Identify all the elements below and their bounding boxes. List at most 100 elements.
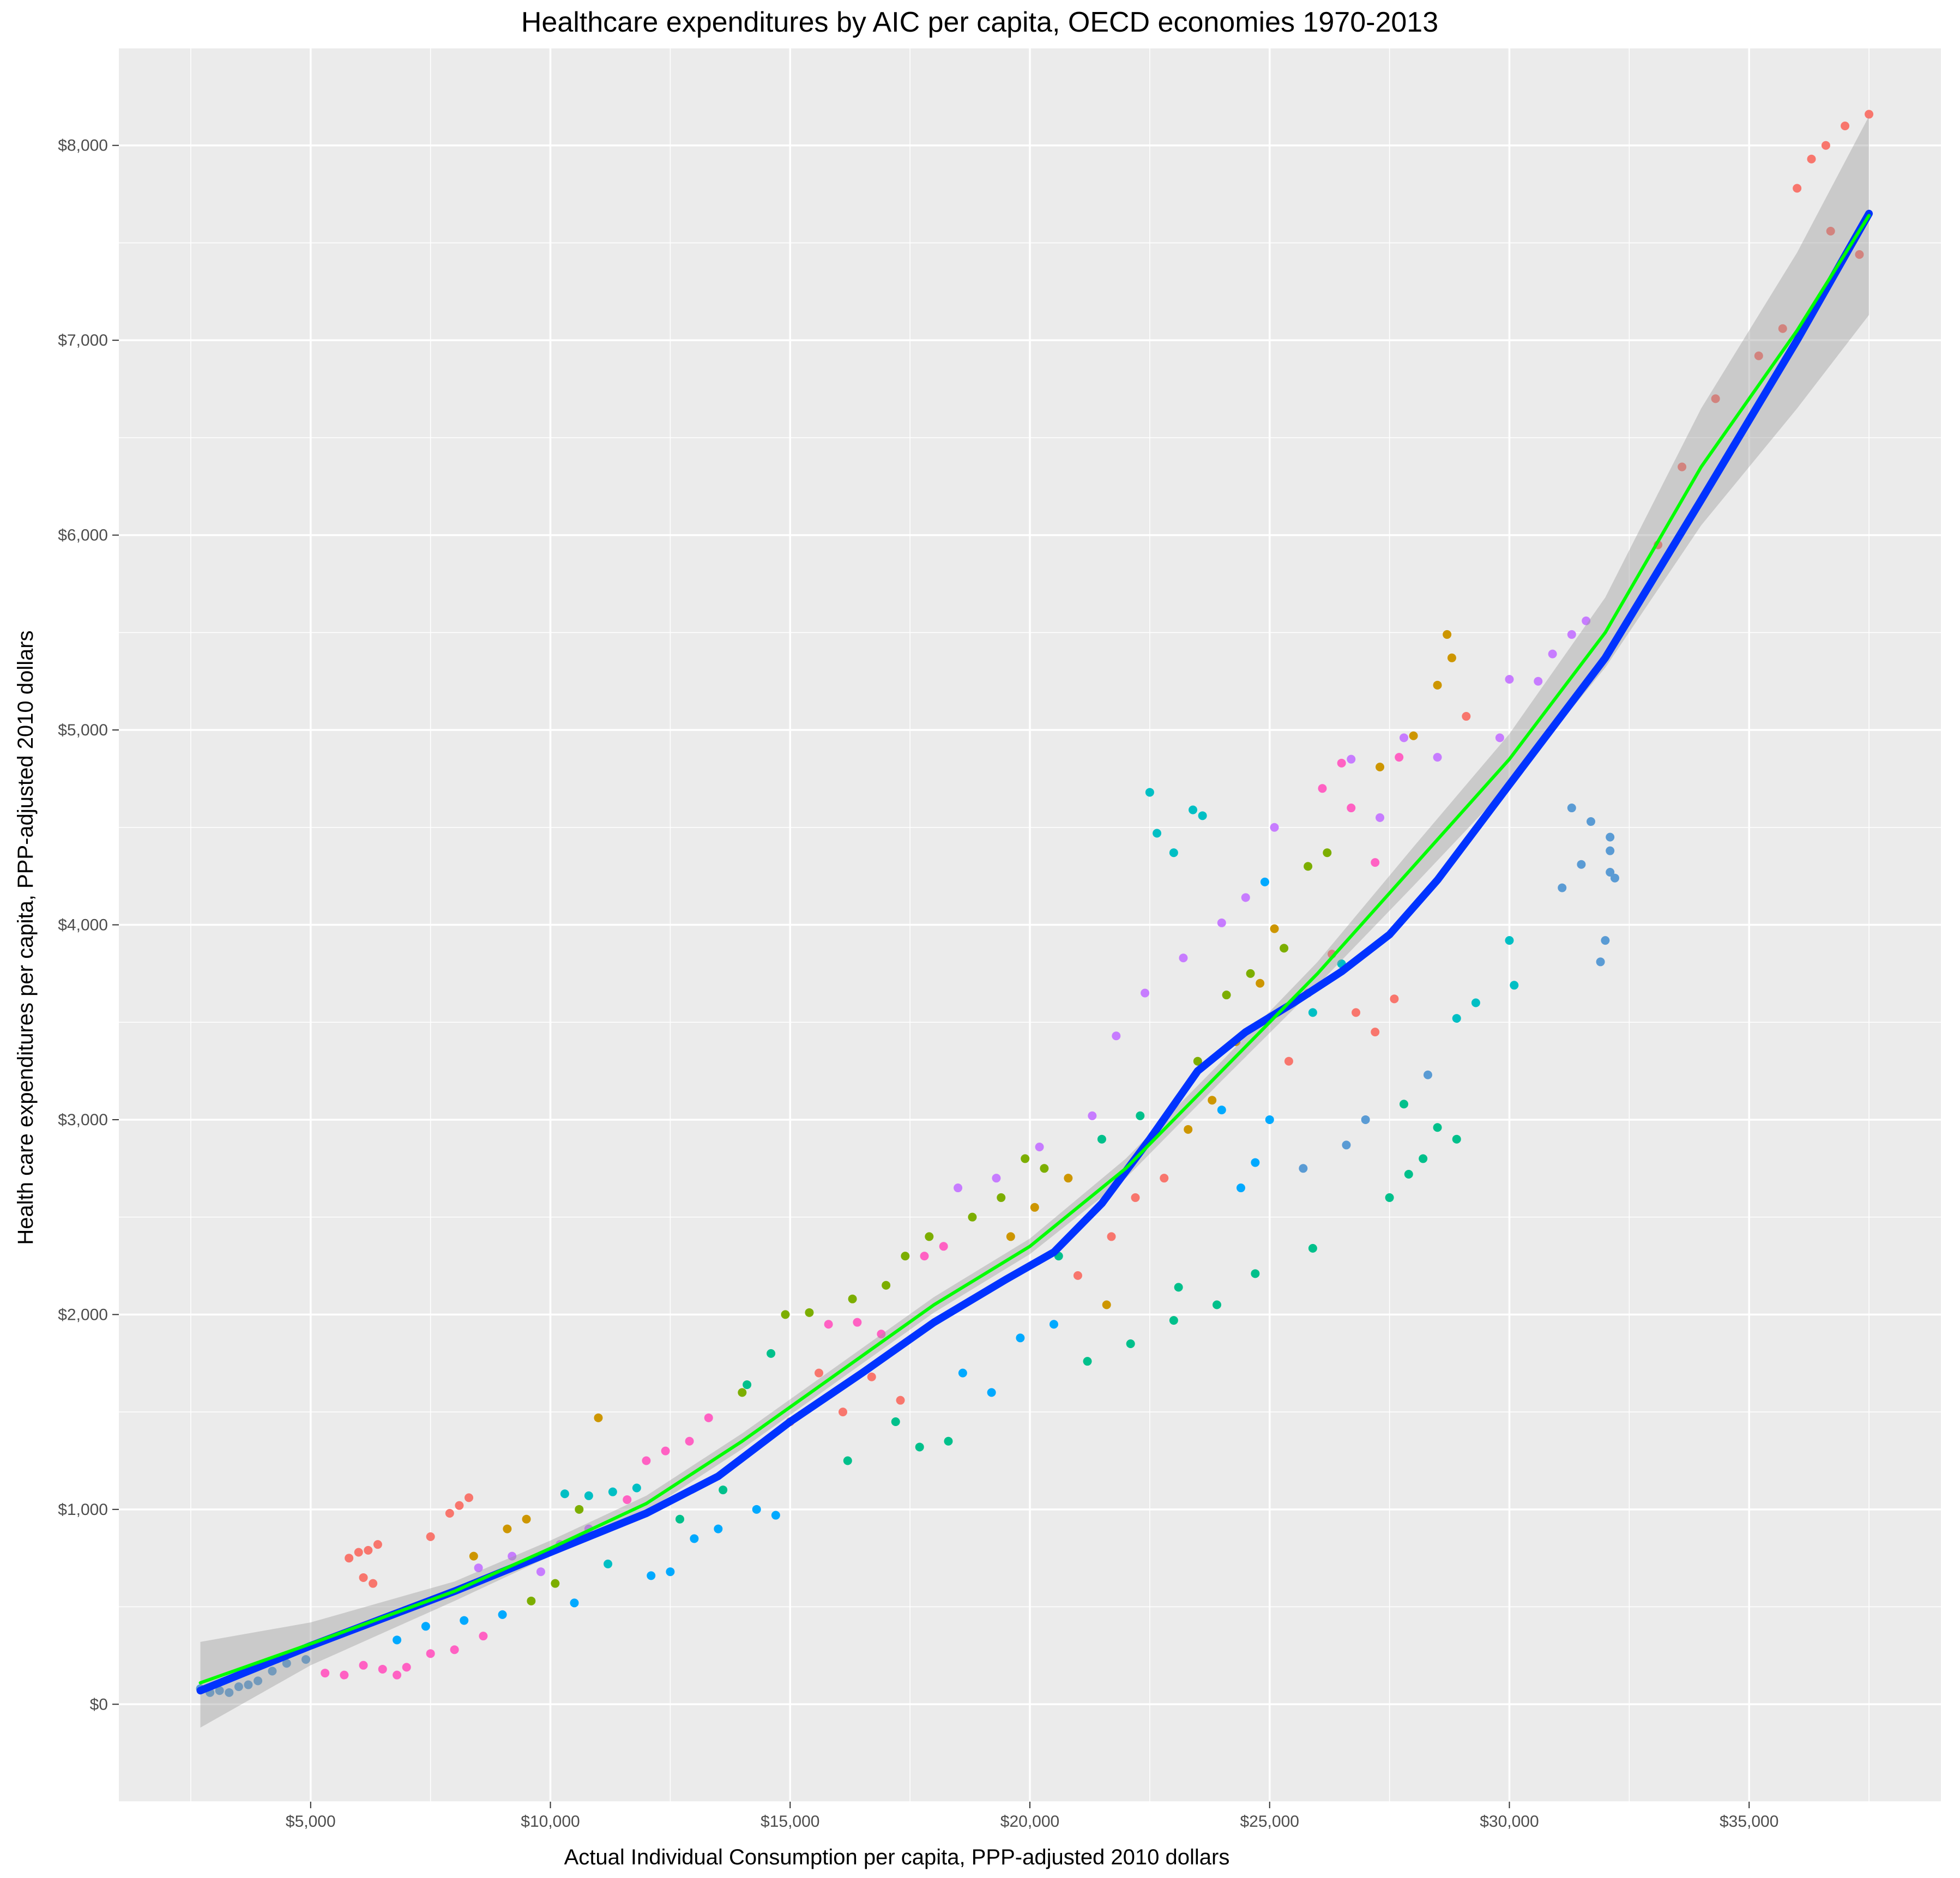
- data-point: [1778, 324, 1787, 333]
- data-point: [1347, 804, 1356, 813]
- data-point: [1035, 1142, 1044, 1151]
- data-point: [455, 1501, 464, 1510]
- data-point: [1126, 1339, 1135, 1349]
- data-point: [877, 1330, 886, 1339]
- x-tick-label: $35,000: [1720, 1813, 1778, 1831]
- data-point: [1452, 1014, 1461, 1023]
- x-tick-label: $30,000: [1480, 1813, 1539, 1831]
- data-point: [901, 1252, 910, 1261]
- data-point: [1841, 121, 1850, 130]
- data-point: [1260, 877, 1269, 886]
- chart-title: Healthcare expenditures by AIC per capit…: [521, 7, 1438, 38]
- data-point: [604, 1559, 613, 1568]
- data-point: [1342, 1140, 1351, 1150]
- data-point: [752, 1505, 761, 1514]
- data-point: [345, 1554, 354, 1563]
- data-point: [450, 1645, 459, 1654]
- fit-line-green: [198, 214, 1871, 1684]
- data-point: [1754, 351, 1763, 360]
- data-point: [1404, 1170, 1413, 1179]
- data-point: [393, 1670, 402, 1680]
- y-tick-label: $1,000: [58, 1501, 108, 1519]
- data-point: [1270, 823, 1279, 832]
- data-point: [719, 1486, 728, 1495]
- data-point: [1304, 862, 1313, 871]
- data-point: [1505, 675, 1514, 684]
- y-tick-label: $3,000: [58, 1111, 108, 1129]
- fit-lines: [196, 116, 1873, 1728]
- fit-line-blue: [196, 209, 1873, 1695]
- data-point: [1510, 981, 1519, 990]
- data-point: [282, 1659, 291, 1668]
- data-point: [1241, 893, 1250, 902]
- data-point: [1347, 754, 1356, 764]
- data-point: [968, 1212, 977, 1222]
- data-point: [1145, 788, 1154, 797]
- data-point: [1399, 1100, 1408, 1109]
- data-point: [522, 1514, 531, 1524]
- data-point: [402, 1663, 411, 1672]
- data-point: [1160, 1174, 1169, 1183]
- data-point: [805, 1308, 814, 1317]
- data-point: [1270, 924, 1279, 933]
- data-point: [939, 1242, 948, 1251]
- data-point: [743, 1380, 752, 1390]
- data-point: [421, 1622, 430, 1631]
- data-point: [1112, 1031, 1121, 1041]
- data-point: [1505, 936, 1514, 945]
- data-point: [1826, 226, 1835, 235]
- data-point: [1222, 991, 1231, 1000]
- data-point: [508, 1551, 517, 1561]
- data-point: [1865, 110, 1874, 119]
- data-point: [378, 1664, 387, 1674]
- data-point: [340, 1670, 349, 1680]
- data-point: [1433, 680, 1442, 690]
- data-point: [1855, 250, 1864, 259]
- data-point: [1548, 649, 1557, 659]
- x-tick-label: $20,000: [1000, 1813, 1059, 1831]
- data-point: [551, 1579, 560, 1588]
- data-point: [1256, 979, 1265, 988]
- data-point: [1567, 804, 1576, 813]
- data-point: [1337, 758, 1346, 768]
- x-tick-label: $5,000: [286, 1813, 336, 1831]
- data-point: [1462, 712, 1471, 721]
- data-point: [359, 1660, 368, 1670]
- y-tick-label: $2,000: [58, 1306, 108, 1324]
- data-point: [1606, 846, 1615, 855]
- data-point: [268, 1666, 277, 1676]
- x-tick-label: $10,000: [521, 1813, 580, 1831]
- data-point: [479, 1632, 488, 1641]
- data-point: [685, 1436, 694, 1446]
- data-point: [498, 1610, 507, 1619]
- data-point: [393, 1635, 402, 1645]
- data-point: [1189, 805, 1198, 814]
- data-point: [1582, 616, 1591, 625]
- data-point: [1308, 1008, 1317, 1017]
- data-point: [1107, 1232, 1116, 1241]
- data-point: [608, 1487, 617, 1496]
- y-axis: $0 $1,000 $2,000 $3,000 $4,000 $5,000 $6,000 $7…: [58, 137, 119, 1713]
- data-point: [215, 1686, 224, 1695]
- x-tick-label: $25,000: [1240, 1813, 1299, 1831]
- data-point: [1495, 733, 1504, 742]
- data-point: [992, 1174, 1001, 1183]
- x-tick-label: $15,000: [761, 1813, 819, 1831]
- data-point: [915, 1442, 924, 1452]
- data-point: [666, 1567, 675, 1577]
- data-point: [675, 1514, 684, 1524]
- data-point: [584, 1491, 593, 1500]
- data-point: [815, 1368, 824, 1378]
- data-point: [1385, 1193, 1394, 1202]
- data-point: [1102, 1300, 1111, 1309]
- data-point: [781, 1310, 790, 1319]
- data-point: [426, 1532, 435, 1541]
- data-point: [1141, 988, 1150, 998]
- data-point: [1280, 944, 1289, 953]
- data-point: [1711, 394, 1720, 403]
- data-point: [714, 1524, 723, 1533]
- data-point: [1433, 1123, 1442, 1132]
- data-point: [1217, 918, 1226, 927]
- data-point: [445, 1508, 454, 1518]
- data-point: [321, 1669, 330, 1678]
